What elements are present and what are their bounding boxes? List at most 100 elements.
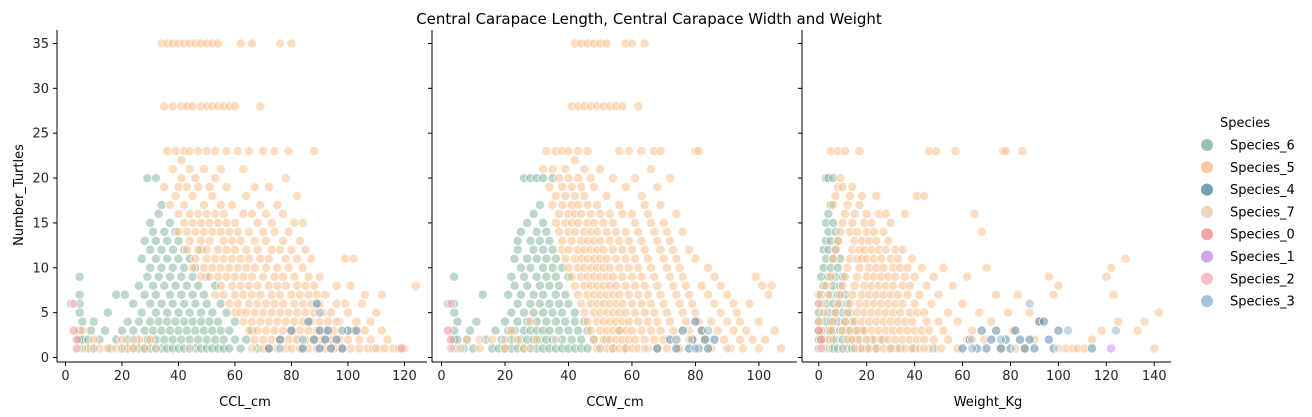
scatter-point xyxy=(229,289,240,300)
scatter-point xyxy=(617,298,628,309)
scatter-point xyxy=(1108,289,1119,300)
x-tick-label: 100 xyxy=(746,369,771,384)
scatter-point xyxy=(77,316,88,327)
scatter-point xyxy=(506,325,517,336)
scatter-point xyxy=(816,334,827,345)
scatter-point xyxy=(703,325,714,336)
scatter-point xyxy=(750,271,761,282)
scatter-point xyxy=(684,244,695,255)
scatter-point xyxy=(179,316,190,327)
scatter-point xyxy=(210,208,221,219)
scatter-point xyxy=(162,307,173,318)
scatter-point xyxy=(326,343,336,354)
scatter-point xyxy=(512,244,523,255)
scatter-point xyxy=(474,334,485,345)
scatter-point xyxy=(278,325,288,336)
scatter-point xyxy=(825,271,836,282)
scatter-point xyxy=(227,280,238,291)
scatter-point xyxy=(703,262,714,273)
scatter-point xyxy=(278,298,288,309)
scatter-point xyxy=(509,253,520,264)
scatter-point xyxy=(892,253,903,264)
scatter-point xyxy=(342,334,353,345)
scatter-point xyxy=(709,334,720,345)
scatter-point xyxy=(207,307,218,318)
scatter-point xyxy=(844,298,855,309)
scatter-point xyxy=(525,298,536,309)
scatter-point xyxy=(153,271,164,282)
scatter-point xyxy=(525,343,536,354)
scatter-point xyxy=(690,307,701,318)
scatter-point xyxy=(861,334,872,345)
scatter-point xyxy=(235,343,246,354)
scatter-point xyxy=(153,316,164,327)
scatter-point xyxy=(515,262,526,273)
scatter-point xyxy=(221,146,232,157)
scatter-point xyxy=(136,307,147,318)
scatter-point xyxy=(512,334,523,345)
scatter-point xyxy=(170,316,181,327)
legend-marker xyxy=(1201,139,1213,151)
scatter-point xyxy=(474,343,485,354)
scatter-point xyxy=(235,280,246,291)
scatter-point xyxy=(314,316,325,327)
scatter-point xyxy=(1024,307,1035,318)
scatter-point xyxy=(541,226,552,237)
scatter-point xyxy=(238,208,249,219)
scatter-point xyxy=(665,235,675,246)
scatter-point xyxy=(342,307,353,318)
scatter-point xyxy=(696,280,707,291)
scatter-point xyxy=(816,343,827,354)
scatter-point xyxy=(337,325,348,336)
scatter-point xyxy=(880,244,891,255)
scatter-point xyxy=(957,343,968,354)
scatter-point xyxy=(266,217,277,228)
scatter-point xyxy=(878,226,889,237)
scatter-point xyxy=(844,191,855,201)
scatter-point xyxy=(292,191,303,201)
scatter-point xyxy=(255,200,266,210)
scatter-point xyxy=(690,343,701,354)
scatter-point xyxy=(198,200,209,210)
scatter-point xyxy=(700,334,710,345)
scatter-point xyxy=(159,334,170,345)
scatter-point xyxy=(921,316,932,327)
scatter-point xyxy=(128,343,139,354)
scatter-point xyxy=(258,226,269,237)
x-tick-label: 40 xyxy=(170,369,187,384)
scatter-point xyxy=(210,289,221,300)
scatter-point xyxy=(320,334,331,345)
scatter-point xyxy=(229,271,240,282)
scatter-point xyxy=(294,289,305,300)
scatter-point xyxy=(830,307,841,318)
scatter-point xyxy=(275,343,286,354)
scatter-point xyxy=(218,208,229,219)
scatter-point xyxy=(550,191,561,201)
scatter-point xyxy=(531,226,542,237)
scatter-point xyxy=(142,173,153,184)
scatter-point xyxy=(100,325,110,336)
scatter-point xyxy=(275,38,286,49)
scatter-point xyxy=(840,208,851,219)
x-tick-label: 80 xyxy=(1002,369,1019,384)
scatter-point xyxy=(722,289,733,300)
scatter-point xyxy=(620,253,631,264)
scatter-point xyxy=(703,289,714,300)
scatter-point xyxy=(550,316,561,327)
scatter-point xyxy=(630,280,641,291)
x-tick-label: 140 xyxy=(1142,369,1167,384)
scatter-point xyxy=(986,334,997,345)
scatter-point xyxy=(890,271,901,282)
scatter-point xyxy=(204,235,215,246)
scatter-point xyxy=(173,182,184,192)
scatter-point xyxy=(595,208,606,219)
scatter-point xyxy=(560,191,571,201)
scatter-point xyxy=(550,271,561,282)
scatter-point xyxy=(769,325,780,336)
scatter-point xyxy=(854,200,865,210)
scatter-point xyxy=(943,334,954,345)
scatter-point xyxy=(569,155,580,166)
scatter-point xyxy=(938,262,949,273)
scatter-point xyxy=(582,146,593,157)
scatter-point xyxy=(249,262,260,273)
